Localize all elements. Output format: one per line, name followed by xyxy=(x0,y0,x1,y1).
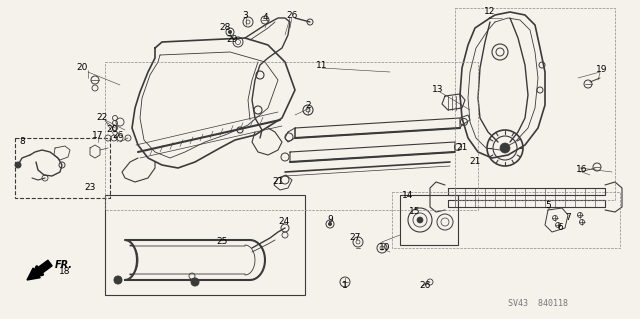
Text: 18: 18 xyxy=(60,268,71,277)
Text: 20: 20 xyxy=(76,63,88,72)
Text: 27: 27 xyxy=(349,234,361,242)
Text: 26: 26 xyxy=(286,11,298,19)
Text: SV43  840118: SV43 840118 xyxy=(508,299,568,308)
Text: 26: 26 xyxy=(112,130,124,139)
Text: 10: 10 xyxy=(380,243,391,253)
FancyArrow shape xyxy=(27,260,52,280)
Text: 21: 21 xyxy=(469,158,481,167)
Circle shape xyxy=(114,276,122,284)
Text: 28: 28 xyxy=(220,24,230,33)
Circle shape xyxy=(228,31,232,33)
Circle shape xyxy=(191,278,199,286)
Text: 3: 3 xyxy=(242,11,248,19)
Text: 16: 16 xyxy=(576,166,588,174)
Text: 13: 13 xyxy=(432,85,444,94)
Text: 20: 20 xyxy=(106,125,118,135)
Bar xyxy=(15,138,110,198)
Text: 14: 14 xyxy=(403,191,413,201)
Text: 24: 24 xyxy=(278,218,290,226)
Circle shape xyxy=(500,143,510,153)
Text: 21: 21 xyxy=(272,177,284,187)
Text: 19: 19 xyxy=(596,65,608,75)
Text: 4: 4 xyxy=(262,13,268,23)
Circle shape xyxy=(328,222,332,226)
Text: 15: 15 xyxy=(409,207,420,217)
Circle shape xyxy=(15,162,21,168)
Text: 17: 17 xyxy=(92,130,104,139)
Bar xyxy=(400,195,458,245)
Text: 22: 22 xyxy=(97,114,108,122)
Text: 5: 5 xyxy=(545,201,551,210)
Text: 6: 6 xyxy=(557,224,563,233)
Text: 8: 8 xyxy=(19,137,25,146)
Text: 2: 2 xyxy=(305,100,311,109)
Text: 12: 12 xyxy=(484,8,496,17)
Text: 23: 23 xyxy=(84,183,96,192)
Text: 9: 9 xyxy=(327,216,333,225)
Text: 7: 7 xyxy=(565,213,571,222)
Text: 1: 1 xyxy=(342,280,348,290)
Circle shape xyxy=(417,217,423,223)
Text: 11: 11 xyxy=(316,61,328,70)
Text: FR.: FR. xyxy=(55,260,73,270)
Text: 29: 29 xyxy=(227,35,237,44)
Bar xyxy=(105,195,305,295)
Text: 25: 25 xyxy=(216,238,228,247)
Text: 21: 21 xyxy=(456,144,468,152)
Text: 26: 26 xyxy=(419,280,431,290)
